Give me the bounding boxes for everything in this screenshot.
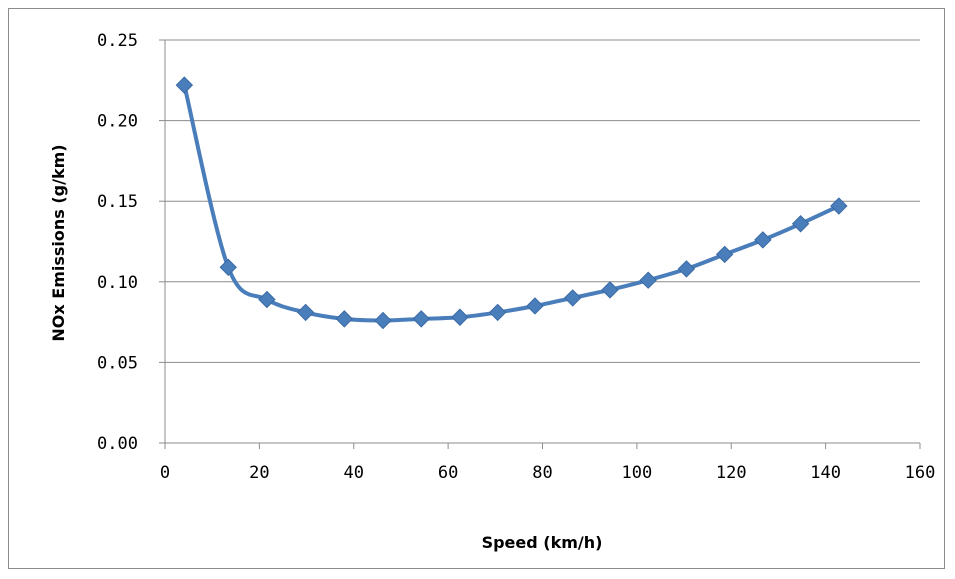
x-tick-label: 140 [810, 463, 841, 483]
x-tick-label: 120 [716, 463, 747, 483]
chart-area [8, 8, 945, 569]
y-tick-label: 0.00 [97, 434, 138, 454]
data-point-marker [715, 245, 734, 264]
y-tick-label: 0.10 [97, 273, 138, 293]
series [175, 76, 848, 330]
data-point-marker [791, 215, 810, 233]
x-tick-label: 100 [622, 463, 653, 483]
data-point-marker [830, 197, 848, 215]
data-point-marker [601, 281, 619, 299]
x-tick-label: 160 [905, 463, 936, 483]
x-tick-labels: 0 20 40 60 80 100 120 140 160 [160, 463, 935, 483]
data-point-marker [451, 308, 469, 326]
data-point-marker [563, 289, 582, 307]
x-tick-label: 80 [532, 463, 552, 483]
data-point-marker [258, 290, 276, 309]
y-tick-label: 0.05 [97, 353, 138, 373]
gridlines [165, 39, 920, 363]
data-point-marker [335, 310, 354, 328]
x-tick-label: 40 [344, 463, 364, 483]
y-tick-labels: 0.00 0.05 0.10 0.15 0.20 0.25 [97, 31, 138, 454]
data-point-marker [677, 260, 696, 278]
y-axis-title: NOx Emissions (g/km) [49, 144, 68, 341]
y-tick-label: 0.15 [97, 192, 138, 212]
data-point-marker [526, 297, 544, 315]
x-tick-label: 0 [160, 463, 170, 483]
x-tick-label: 60 [438, 463, 458, 483]
data-point-marker [488, 303, 507, 322]
data-point-marker [412, 310, 430, 328]
x-tick-label: 20 [249, 463, 269, 483]
data-point-marker [175, 76, 194, 94]
y-tick-label: 0.25 [97, 31, 138, 51]
data-point-marker [639, 271, 657, 289]
data-point-marker [754, 231, 772, 249]
data-point-marker [374, 311, 392, 330]
x-axis-title: Speed (km/h) [482, 533, 603, 552]
data-point-marker [296, 303, 315, 322]
y-tick-label: 0.20 [97, 112, 138, 132]
axes [159, 39, 921, 449]
data-point-marker [219, 258, 237, 276]
